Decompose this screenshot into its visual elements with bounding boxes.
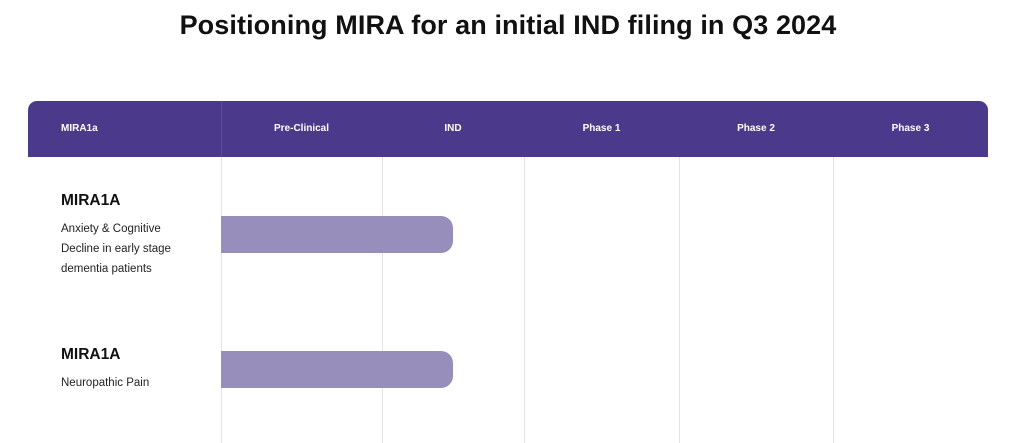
header-label: MIRA1a <box>61 123 98 134</box>
row-description: Anxiety & Cognitive Decline in early sta… <box>61 223 171 275</box>
stage-header-ind: IND <box>444 123 462 134</box>
row-name: MIRA1A <box>61 346 121 363</box>
stage-header-phase-2: Phase 2 <box>737 123 775 134</box>
stage-header: MIRA1a Pre-Clinical IND Phase 1 Phase 2 Phas… <box>28 101 988 157</box>
row-name: MIRA1A <box>61 192 121 209</box>
row-label-2: MIRA1A Neuropathic Pain <box>61 346 186 393</box>
stage-gridline <box>679 157 680 443</box>
row-label-1: MIRA1A Anxiety & Cognitive Decline in ea… <box>61 192 186 279</box>
stage-header-pre-clinical: Pre-Clinical <box>273 123 330 134</box>
progress-bar <box>221 216 453 253</box>
chart-title: Positioning MIRA for an initial IND fili… <box>179 10 837 40</box>
stage-header-phase-1: Phase 1 <box>582 123 621 134</box>
stage-header-phase-3: Phase 3 <box>891 123 930 134</box>
header-divider <box>221 101 222 157</box>
stage-gridline <box>524 157 525 443</box>
row-description: Neuropathic Pain <box>61 377 150 389</box>
progress-bar <box>221 351 453 388</box>
stage-gridline <box>382 157 383 443</box>
stage-gridline <box>833 157 834 443</box>
stage-gridline <box>221 157 222 443</box>
